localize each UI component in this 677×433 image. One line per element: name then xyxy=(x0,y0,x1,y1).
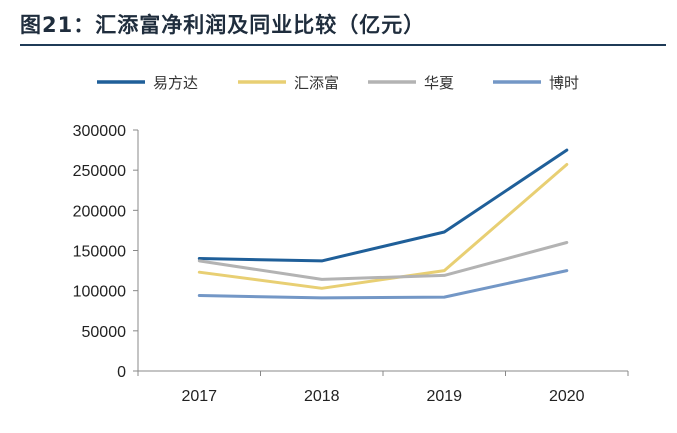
y-tick-label: 250000 xyxy=(73,163,126,180)
y-tick-label: 50000 xyxy=(82,324,127,341)
x-tick-label: 2019 xyxy=(426,388,462,405)
legend-label-0: 易方达 xyxy=(153,74,198,92)
series-line-0 xyxy=(197,148,569,263)
legend: 易方达 汇添富 华夏 博时 xyxy=(97,74,579,92)
legend-label-2: 华夏 xyxy=(424,74,454,92)
x-tick-label: 2020 xyxy=(549,388,585,405)
y-tick-label: 0 xyxy=(117,364,126,381)
series-line-2 xyxy=(197,241,569,281)
chart-header: 图21：汇添富净利润及同业比较（亿元） xyxy=(0,0,677,46)
x-tick-label: 2018 xyxy=(304,388,340,405)
chart-title: 图21：汇添富净利润及同业比较（亿元） xyxy=(20,13,426,37)
series-line-3 xyxy=(197,269,569,300)
y-tick-label: 100000 xyxy=(73,284,126,301)
series-lines xyxy=(197,148,569,300)
legend-label-3: 博时 xyxy=(549,74,579,92)
y-tick-label: 300000 xyxy=(73,123,126,140)
y-tick-label: 200000 xyxy=(73,203,126,220)
y-tick-label: 150000 xyxy=(73,244,126,261)
x-tick-label: 2017 xyxy=(181,388,217,405)
title-rule xyxy=(20,44,666,46)
axes: 0 50000 100000 150000 200000 250000 300000 2017… xyxy=(73,123,629,405)
series-line-1 xyxy=(197,163,569,290)
legend-label-1: 汇添富 xyxy=(294,74,339,92)
